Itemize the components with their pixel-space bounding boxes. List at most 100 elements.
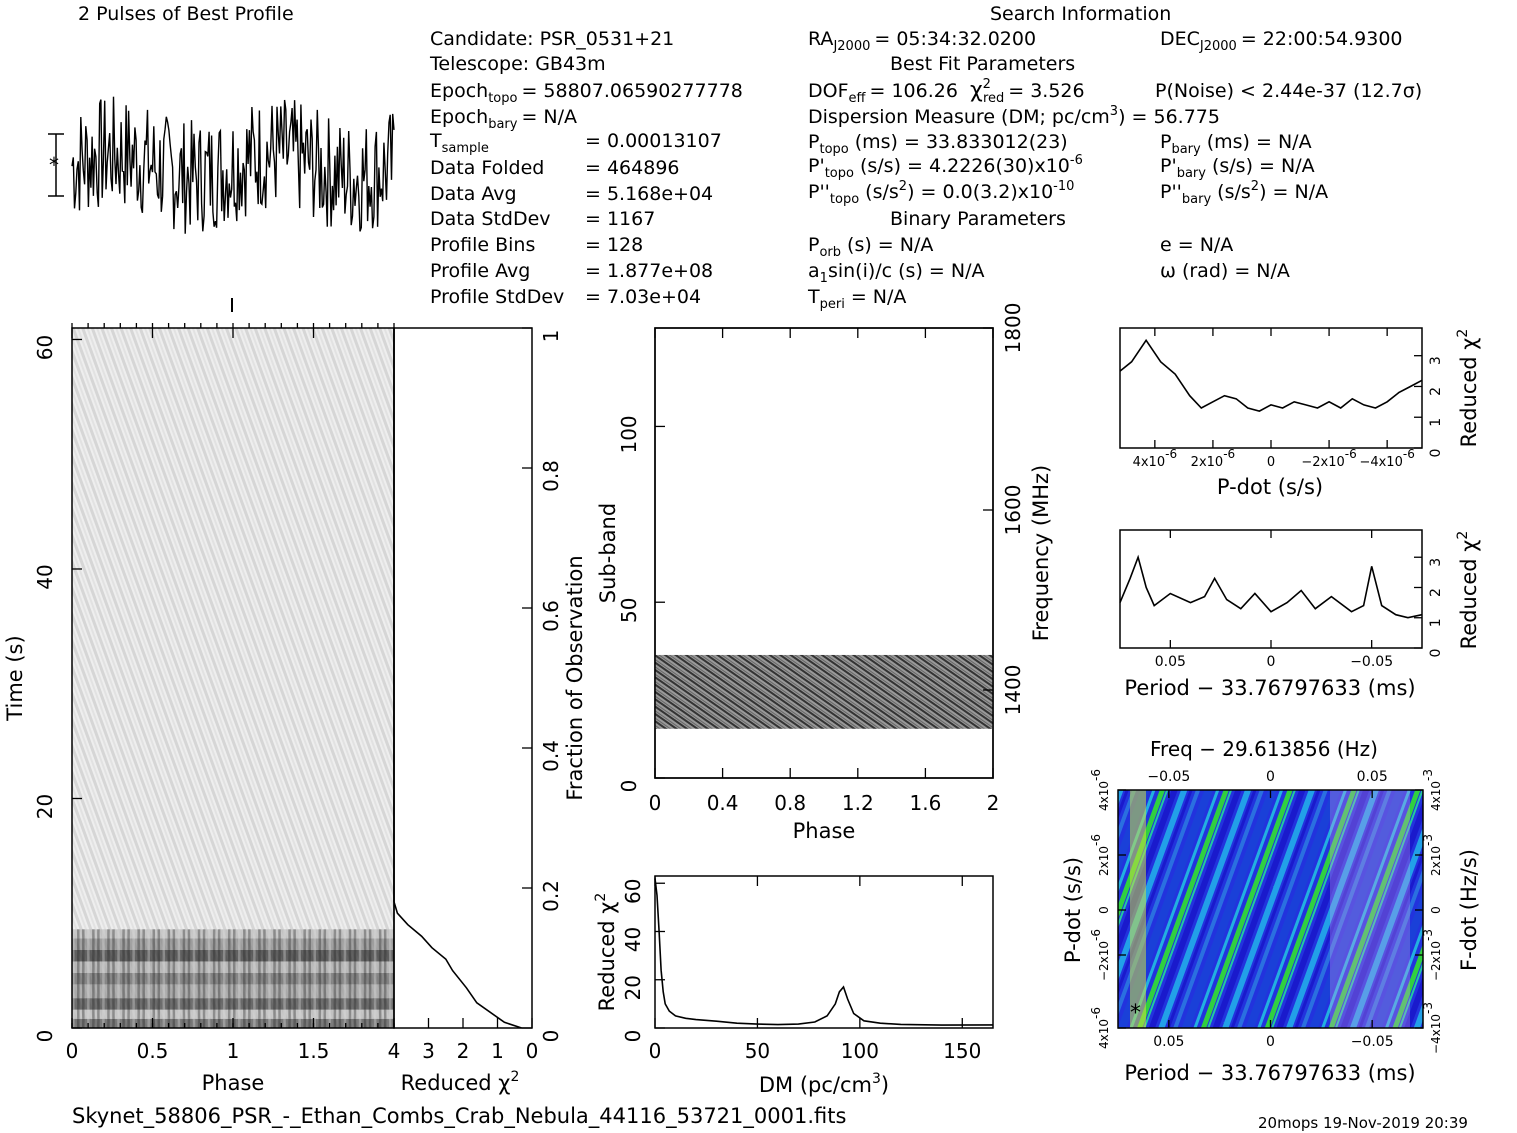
tick-label: 4x10-6 (1089, 1007, 1111, 1049)
axis-label: P-dot (s/s) (1217, 475, 1323, 499)
tick-label: −4x10-6 (1359, 447, 1414, 470)
tick-label: 1800 (1001, 303, 1025, 354)
time-chi2-trace (393, 328, 522, 1029)
tick-label: 0.8 (539, 460, 563, 492)
candidate-info: Candidate: PSR_0531+21 Telescope: GB43m … (429, 28, 743, 308)
tick-label: 3 (1428, 558, 1444, 567)
tick-label: 1 (227, 1039, 240, 1063)
tick-label: 20 (621, 975, 645, 1000)
tick-label: 1400 (1001, 665, 1025, 716)
tick-label: 0 (1267, 455, 1275, 470)
stat-label: Profile Avg (430, 260, 530, 282)
tick-label: 1.6 (909, 791, 941, 815)
porb-line: Porb (s) = N/A (808, 234, 933, 260)
tick-label: 0 (621, 1030, 645, 1043)
tick-label: 4x10-3 (1421, 769, 1443, 811)
tick-label: 2x10-6 (1191, 447, 1235, 470)
dm-line: Dispersion Measure (DM; pc/cm3) = 56.775 (808, 104, 1220, 128)
axis-label: DM (pc/cm3) (759, 1071, 889, 1097)
pdtopo-line: P'topo (s/s) = 4.2226(30)x10-6 (808, 153, 1083, 181)
best-marker-star: * (1130, 1001, 1141, 1026)
tick-label: 4 (388, 1039, 401, 1063)
stat-label: Data StdDev (430, 208, 551, 230)
dof-line: DOFeff = 106.26 χ2 red = 3.526 (808, 77, 1085, 106)
tick-label: 0 (1266, 769, 1275, 785)
tick-label: 2x10-3 (1421, 834, 1443, 876)
tick-label: 0 (539, 1030, 563, 1043)
tick-label: 0.05 (1153, 1034, 1184, 1050)
tick-label: −4x10-3 (1421, 1002, 1443, 1054)
dm-chi2-panel: 0 50 100 150 0 20 40 60 DM (pc/cm3) Reduced χ2 (593, 875, 994, 1097)
stat-val: = 1.877e+08 (585, 260, 713, 282)
t-sample-val: = 0.00013107 (585, 130, 722, 152)
tick-label: 40 (621, 927, 645, 952)
stat-val: = 128 (585, 234, 643, 256)
tick-label: 1.5 (298, 1039, 330, 1063)
tick-label: 2 (987, 791, 1000, 815)
tperi-line: Tperi = N/A (807, 286, 906, 312)
tick-label: −0.05 (1350, 654, 1393, 670)
period-chi2-panel: 0.05 0 −0.05 0 1 2 3 Period − 33.76797633 (ms) R… (1119, 529, 1481, 700)
a1-line: a1sin(i)/c (s) = N/A (808, 260, 984, 286)
stat-val: = 7.03e+04 (585, 286, 701, 308)
ra-line: RAJ2000 = 05:34:32.0200 (808, 28, 1036, 54)
search-title: Search Information (990, 3, 1171, 25)
axis-label: Period − 33.76797633 (ms) (1124, 1061, 1415, 1085)
tick-label: 3 (1428, 356, 1444, 365)
pddbary-line: P''bary (s/s2) = N/A (1160, 179, 1328, 207)
time-band (72, 961, 394, 973)
tick-label: 60 (33, 335, 57, 360)
axis-label: Frequency (MHz) (1029, 465, 1053, 641)
candidate-line: Candidate: PSR_0531+21 (430, 28, 674, 50)
search-info: RAJ2000 = 05:34:32.0200 DECJ2000 = 22:00:5… (807, 28, 1422, 312)
star-marker: * (49, 153, 59, 177)
tick-label: 150 (943, 1039, 981, 1063)
tick-label: 4x10-6 (1133, 447, 1177, 470)
bright-bands (72, 929, 394, 1028)
time-band (72, 938, 394, 950)
stat-label: Data Folded (430, 157, 544, 179)
tick-label: 4x10-6 (1089, 769, 1111, 811)
dec-line: DECJ2000 = 22:00:54.9300 (1160, 28, 1403, 54)
t-sample-line: Tsample (429, 130, 489, 156)
period-pdot-panel: Freq − 29.613856 (Hz) * 0.05 0 −0.05 −0.05 0… (1061, 737, 1481, 1085)
stat-label: Profile Bins (430, 234, 535, 256)
profile-title: 2 Pulses of Best Profile (78, 3, 294, 25)
stat-label: Profile StdDev (430, 286, 564, 308)
tick-label: 0.5 (137, 1039, 169, 1063)
best-fit-title: Best Fit Parameters (890, 53, 1075, 75)
tick-label: 0 (649, 791, 662, 815)
time-band (72, 949, 394, 962)
tick-label: 0 (1267, 654, 1276, 670)
tick-label: 0.4 (707, 791, 739, 815)
axis-label: Reduced χ2 (401, 1069, 520, 1095)
e-line: e = N/A (1160, 234, 1233, 256)
tick-label: 2 (1428, 588, 1444, 597)
time-band (72, 984, 394, 999)
axis-label: Sub-band (596, 503, 620, 603)
tick-label: 50 (745, 1039, 770, 1063)
tick-label: 0 (1429, 906, 1443, 914)
pdbary-line: P'bary (s/s) = N/A (1160, 155, 1315, 181)
axis-label: P-dot (s/s) (1061, 857, 1085, 963)
axis-label: Reduced χ2 (593, 893, 619, 1012)
tick-label: −0.05 (1351, 1034, 1394, 1050)
time-band (72, 998, 394, 1010)
time-band (72, 972, 394, 985)
subband-phase-panel: 0 0.4 0.8 1.2 1.6 2 0 50 100 1400 1600 1800 Phase Sub… (596, 303, 1053, 843)
freq-title: Freq − 29.613856 (Hz) (1150, 737, 1378, 761)
tick-label: 50 (617, 597, 641, 622)
tick-label: 100 (841, 1039, 879, 1063)
axis-label: Reduced χ2 (1455, 329, 1481, 448)
subband-signal-band (655, 654, 993, 729)
axis-label: Phase (793, 819, 856, 843)
time-phase-panel: 0 0.5 1 1.5 0 20 40 60 Phase Time (s) (3, 323, 395, 1095)
omega-line: ω (rad) = N/A (1160, 260, 1290, 282)
axis-label: Reduced χ2 (1455, 531, 1481, 650)
pdot-chi2-trace (1119, 338, 1423, 412)
pulse-profile: * (48, 96, 395, 312)
tick-label: 1 (491, 1039, 504, 1063)
axis-label: Phase (202, 1071, 265, 1095)
pdot-chi2-panel: 4x10-6 2x10-6 0 −2x10-6−4x10-6 0 1 2 3 P-dot (s/… (1119, 327, 1481, 499)
